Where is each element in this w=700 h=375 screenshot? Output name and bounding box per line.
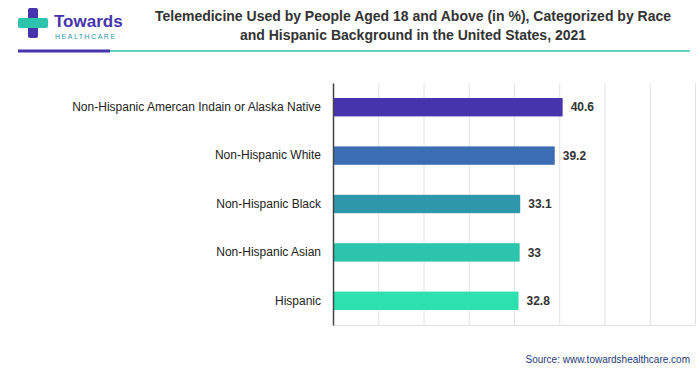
header-rule [110, 50, 690, 52]
logo-shape [18, 18, 48, 28]
grid-line [695, 83, 696, 325]
y-tick: Hispanic [275, 294, 333, 308]
title: Telemedicine Used by People Aged 18 and … [155, 8, 671, 43]
category-label: Non-Hispanic Amercan Indain or Alaska Na… [72, 100, 321, 114]
category-label: Hispanic [275, 294, 321, 308]
x-tick [650, 83, 651, 325]
x-tick [559, 83, 560, 325]
y-tick: Non-Hispanic Amercan Indain or Alaska Na… [72, 100, 333, 114]
data-label: 39.2 [563, 149, 587, 163]
bar [333, 195, 520, 213]
data-label: 32.8 [527, 294, 551, 308]
logo-text: Towards [54, 12, 123, 31]
x-tick [605, 83, 606, 325]
data-labels: 40.6 39.2 33.1 33 32.8 [527, 100, 595, 308]
grid-line [559, 83, 560, 325]
x-tick [695, 83, 696, 325]
y-axis: Non-Hispanic Amercan Indain or Alaska Na… [72, 84, 333, 326]
x-axis [334, 83, 696, 326]
bar [333, 243, 520, 261]
bar [333, 98, 563, 116]
data-label: 33.1 [528, 197, 552, 211]
grid-line [605, 83, 606, 325]
y-tick: Non-Hispanic White [215, 148, 333, 162]
category-label: Non-Hispanic Black [216, 197, 322, 211]
source: Source: www.towardshealthcare.com [525, 354, 690, 365]
category-label: Non-Hispanic White [215, 148, 321, 162]
y-tick: Non-Hispanic Black [216, 197, 333, 211]
x-axis-line [334, 325, 696, 326]
header-rule [18, 50, 110, 53]
logo-subtext: HEALTHCARE [55, 33, 117, 40]
data-label: 33 [528, 246, 542, 260]
data-label: 40.6 [571, 100, 595, 114]
y-tick: Non-Hispanic Asian [216, 245, 333, 259]
category-label: Non-Hispanic Asian [216, 245, 321, 259]
y-axis-line [333, 84, 335, 326]
grid-line [650, 83, 651, 325]
bars [333, 98, 563, 310]
grid-line [333, 83, 334, 325]
x-tick [333, 83, 334, 325]
bar [333, 146, 555, 164]
bar [333, 292, 519, 310]
chart: Towards HEALTHCARE Telemedicine Used by Pe… [0, 0, 700, 375]
logo-icon [18, 8, 48, 38]
